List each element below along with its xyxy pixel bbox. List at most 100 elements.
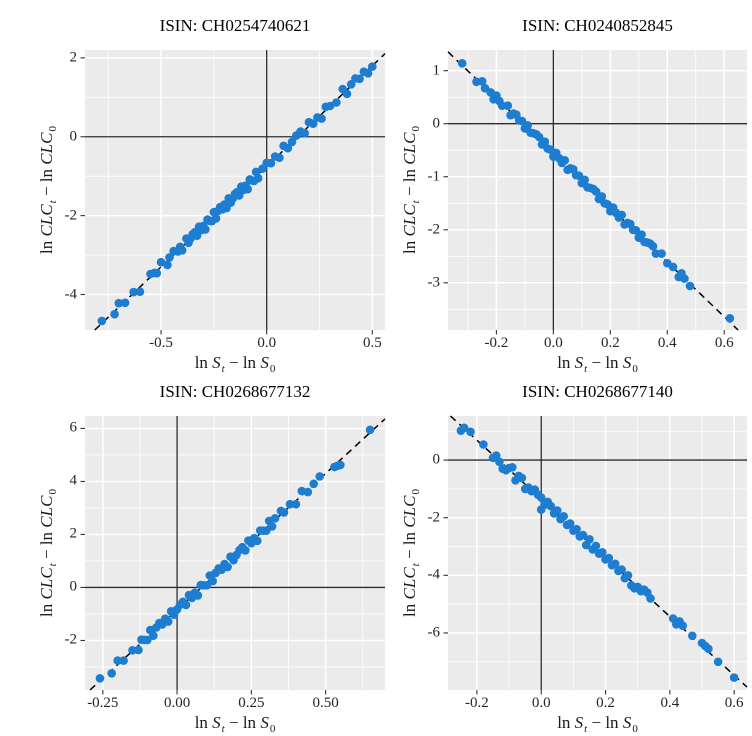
data-point: [201, 225, 210, 234]
data-point: [149, 631, 158, 640]
x-tick-label: 0.5: [362, 335, 382, 351]
data-point: [275, 153, 284, 162]
x-tick-label: 0.0: [257, 335, 277, 351]
data-point: [95, 674, 105, 683]
data-point: [523, 121, 532, 130]
data-point: [685, 281, 695, 291]
data-point: [332, 98, 341, 107]
data-point: [725, 314, 735, 323]
data-point: [114, 298, 124, 308]
data-point: [107, 669, 116, 678]
x-tick-label: 0.0: [543, 335, 563, 351]
x-tick-label: -0.2: [484, 335, 509, 351]
data-point: [342, 89, 352, 99]
data-point: [680, 274, 689, 283]
y-tick-label: 0: [432, 115, 441, 132]
panel-isin-4: ISIN: CH0268677140 ln CLCt − ln CLC0 ln …: [400, 382, 748, 735]
panel-isin-1: ISIN: CH0254740621 ln CLCt − ln CLC0 ln …: [37, 16, 386, 375]
data-point: [279, 508, 289, 517]
data-point: [241, 546, 250, 555]
x-tick-label: 0.25: [238, 695, 265, 711]
data-point: [517, 473, 527, 483]
data-point: [309, 479, 318, 489]
x-tick-label: 0.2: [596, 695, 615, 711]
x-axis-title: ln St − ln S0: [194, 353, 276, 375]
data-point: [336, 460, 345, 470]
data-point: [129, 287, 138, 297]
plot-area: [443, 415, 748, 695]
data-point: [540, 137, 550, 146]
x-tick-label: -0.2: [465, 695, 489, 711]
data-point: [97, 316, 107, 326]
data-point: [243, 184, 252, 194]
data-point: [637, 230, 646, 239]
y-tick-label: -2: [64, 207, 78, 224]
data-point: [598, 548, 607, 557]
data-point: [604, 553, 614, 563]
y-tick-label: -3: [427, 274, 441, 291]
data-point: [560, 156, 570, 165]
panel-title: ISIN: CH0268677140: [522, 382, 673, 401]
y-axis-title: ln CLCt − ln CLC0: [37, 126, 59, 254]
data-point: [580, 175, 589, 185]
data-point: [267, 522, 277, 531]
y-tick-label: -6: [427, 624, 441, 641]
y-axis-title: ln CLCt − ln CLC0: [400, 489, 422, 617]
data-point: [495, 457, 504, 467]
x-tick-label: 0.6: [714, 335, 734, 351]
data-point: [585, 535, 594, 544]
x-tick-label: 0.50: [312, 695, 339, 711]
x-tick-label: 0.4: [657, 335, 677, 351]
data-point: [317, 114, 326, 123]
x-axis-title: ln St − ln S0: [557, 713, 638, 735]
data-point: [287, 137, 297, 147]
data-point: [646, 594, 655, 603]
data-point: [208, 576, 217, 586]
data-point: [704, 644, 713, 654]
x-tick-label: -0.5: [149, 335, 173, 351]
data-point: [479, 440, 488, 449]
data-point: [134, 645, 143, 655]
data-point: [300, 128, 309, 138]
data-point: [308, 119, 318, 128]
data-point: [163, 260, 172, 270]
panel-isin-2: ISIN: CH0240852845 ln CLCt − ln CLC0 ln …: [400, 16, 747, 375]
y-tick-label: -4: [64, 286, 78, 302]
panel-title: ISIN: CH0254740621: [159, 16, 311, 35]
data-point: [534, 132, 544, 142]
scatter-plot: [443, 50, 747, 335]
panel-isin-3: ISIN: CH0268677132 ln CLCt − ln CLC0 ln …: [37, 382, 386, 735]
scatter-plot: [80, 50, 386, 335]
data-point: [503, 101, 513, 110]
data-point: [211, 214, 221, 223]
data-point: [283, 143, 293, 153]
data-point: [368, 62, 377, 71]
data-point: [457, 59, 467, 68]
y-tick-label: -1: [427, 168, 441, 185]
data-point: [466, 427, 475, 437]
y-tick-label: 0: [432, 451, 441, 468]
y-tick-label: 2: [69, 49, 78, 66]
data-point: [253, 173, 263, 183]
data-point: [688, 631, 697, 641]
data-point: [565, 519, 575, 528]
data-point: [152, 268, 162, 278]
data-point: [591, 187, 601, 196]
data-point: [559, 512, 568, 521]
y-axis-title: ln CLCt − ln CLC0: [400, 126, 422, 254]
data-point: [110, 309, 119, 319]
x-tick-label: 0.0: [531, 695, 551, 711]
y-axis-title: ln CLCt − ln CLC0: [37, 489, 59, 617]
data-point: [181, 600, 191, 610]
data-point: [363, 69, 373, 78]
data-point: [617, 565, 626, 574]
data-point: [303, 487, 313, 497]
data-point: [508, 463, 517, 472]
data-point: [270, 514, 280, 523]
data-point: [729, 673, 739, 682]
panel-title: ISIN: CH0268677132: [159, 382, 311, 401]
data-point: [113, 656, 122, 665]
x-tick-label: -0.25: [87, 695, 119, 711]
x-axis-title: ln St − ln S0: [557, 353, 638, 375]
